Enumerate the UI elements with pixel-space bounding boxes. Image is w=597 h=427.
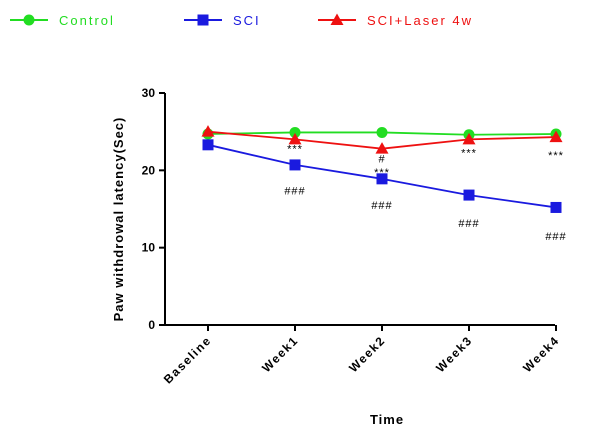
significance-annotation: ### [284, 185, 305, 197]
legend: Control SCI SCI+Laser 4w [10, 13, 473, 28]
x-axis-title: Time [370, 412, 404, 427]
series-sci [202, 139, 562, 213]
legend-label: Control [59, 13, 115, 28]
x-tick-label: Week3 [433, 333, 475, 375]
y-tick-label: 10 [142, 241, 156, 255]
axes: 0 10 20 30 Baseline Week1 Week2 Week3 Week4 Paw… [111, 86, 562, 427]
x-ticks: Baseline Week1 Week2 Week3 Week4 [161, 325, 562, 387]
legend-label: SCI [233, 13, 261, 28]
data-point-sci [463, 189, 475, 201]
data-point-sci [376, 173, 388, 185]
x-tick-label: Week1 [259, 333, 301, 375]
y-axis-title: Paw withdrowal latency(Sec) [111, 117, 126, 322]
y-tick-label: 0 [148, 318, 155, 332]
significance-annotation: *** [548, 150, 564, 162]
series-group [201, 125, 563, 213]
significance-annotation: *** [374, 167, 390, 179]
significance-annotation: ### [458, 218, 479, 230]
legend-item-control: Control [10, 13, 115, 28]
data-point-sci [202, 139, 214, 151]
significance-annotation: ### [545, 231, 566, 243]
significance-annotation: *** [287, 144, 303, 156]
y-tick-label: 30 [142, 86, 156, 100]
legend-swatch-marker [197, 14, 209, 26]
data-point-sci-laser-4w [462, 132, 476, 145]
data-point-sci-laser-4w [375, 142, 389, 154]
data-point-sci-laser-4w [549, 130, 563, 143]
x-tick-label: Week4 [520, 333, 562, 375]
data-point-sci-laser-4w [288, 132, 302, 145]
data-point-sci [550, 201, 562, 213]
legend-label: SCI+Laser 4w [367, 13, 473, 28]
annotations: ***####***###***###***### [284, 144, 566, 243]
data-point-sci [289, 159, 301, 171]
y-ticks: 0 10 20 30 [142, 86, 165, 332]
y-tick-label: 20 [142, 163, 156, 177]
data-point-control [376, 126, 388, 138]
significance-annotation: ### [371, 200, 392, 212]
x-tick-label: Baseline [161, 333, 214, 386]
data-point-control [289, 126, 301, 138]
x-tick-label: Week2 [346, 333, 388, 375]
legend-item-sci: SCI [184, 13, 261, 28]
legend-item-sci-laser-4w: SCI+Laser 4w [318, 13, 473, 28]
legend-swatch-marker [23, 14, 35, 26]
series-sci-laser-4w [201, 125, 563, 154]
significance-annotation: *** [461, 148, 477, 160]
significance-annotation: # [378, 154, 385, 166]
data-point-sci-laser-4w [201, 125, 215, 137]
legend-swatch-marker [330, 13, 344, 25]
